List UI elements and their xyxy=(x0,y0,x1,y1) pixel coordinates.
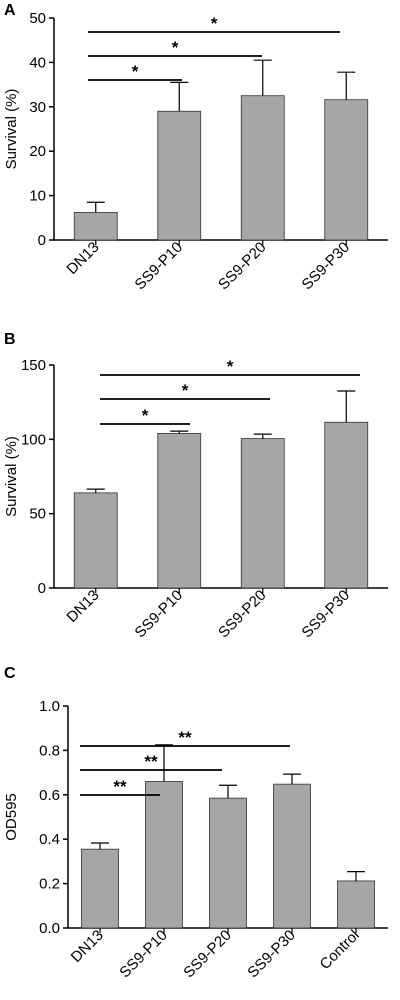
y-tick-label: 40 xyxy=(29,54,46,71)
y-tick-label: 150 xyxy=(21,357,46,374)
panel-letter: A xyxy=(4,2,16,19)
y-axis-title: Survival (%) xyxy=(3,436,20,517)
category-label: SS9-P20 xyxy=(180,927,234,981)
y-tick-label: 10 xyxy=(29,188,46,205)
y-tick-label: 0.6 xyxy=(39,787,60,804)
bar xyxy=(73,212,118,241)
y-tick-label: 30 xyxy=(29,99,46,116)
category-label: SS9-P30 xyxy=(299,587,353,641)
bar xyxy=(240,438,285,589)
panel-letter: C xyxy=(4,665,16,682)
y-tick-label: 50 xyxy=(29,10,46,27)
significance-label: * xyxy=(182,381,189,400)
y-tick-label: 0.8 xyxy=(39,742,60,759)
bar xyxy=(157,110,202,241)
bar xyxy=(273,783,311,929)
bar xyxy=(81,848,119,929)
significance-label: ** xyxy=(178,728,192,747)
significance-label: * xyxy=(132,62,139,81)
category-label: DN13 xyxy=(68,927,107,966)
y-tick-label: 0.2 xyxy=(39,876,60,893)
category-label: SS9-P10 xyxy=(132,239,186,293)
category-label: SS9-P10 xyxy=(116,927,170,981)
bar xyxy=(145,781,183,929)
y-axis-title: OD595 xyxy=(3,793,20,841)
y-tick-label: 1.0 xyxy=(39,698,60,715)
category-label: SS9-P20 xyxy=(215,239,269,293)
significance-label: * xyxy=(142,406,149,425)
y-axis-title: Survival (%) xyxy=(3,89,20,170)
chart-panel-b: B 0 50 100 150 Survival (%) DN13 SS9-P10 SS9-P20… xyxy=(3,331,388,641)
bar xyxy=(324,421,369,589)
significance-label: * xyxy=(172,38,179,57)
significance-label: * xyxy=(227,357,234,376)
category-label: DN13 xyxy=(63,587,102,626)
category-label: SS9-P10 xyxy=(132,587,186,641)
category-label: SS9-P20 xyxy=(215,587,269,641)
bar xyxy=(240,95,285,241)
category-label: SS9-P30 xyxy=(299,239,353,293)
y-tick-label: 0.0 xyxy=(39,920,60,937)
bar xyxy=(157,432,202,589)
significance-label: ** xyxy=(113,777,127,796)
y-tick-label: 0 xyxy=(38,580,46,597)
category-label: SS9-P30 xyxy=(244,927,298,981)
category-label: DN13 xyxy=(63,239,102,278)
bar xyxy=(324,99,369,241)
y-tick-label: 0 xyxy=(38,232,46,249)
bar xyxy=(73,492,118,589)
bar xyxy=(209,797,247,929)
bar xyxy=(337,880,375,929)
y-tick-label: 50 xyxy=(29,506,46,523)
significance-label: ** xyxy=(144,752,158,771)
y-tick-label: 20 xyxy=(29,143,46,160)
significance-label: * xyxy=(211,14,218,33)
chart-panel-a: A 0 10 20 30 40 50 Survival (%) DN13 SS9-P10 SS9-P… xyxy=(3,2,388,293)
panel-letter: B xyxy=(4,331,16,348)
y-tick-label: 100 xyxy=(21,431,46,448)
category-label: Control xyxy=(317,927,363,973)
y-tick-label: 0.4 xyxy=(39,831,60,848)
